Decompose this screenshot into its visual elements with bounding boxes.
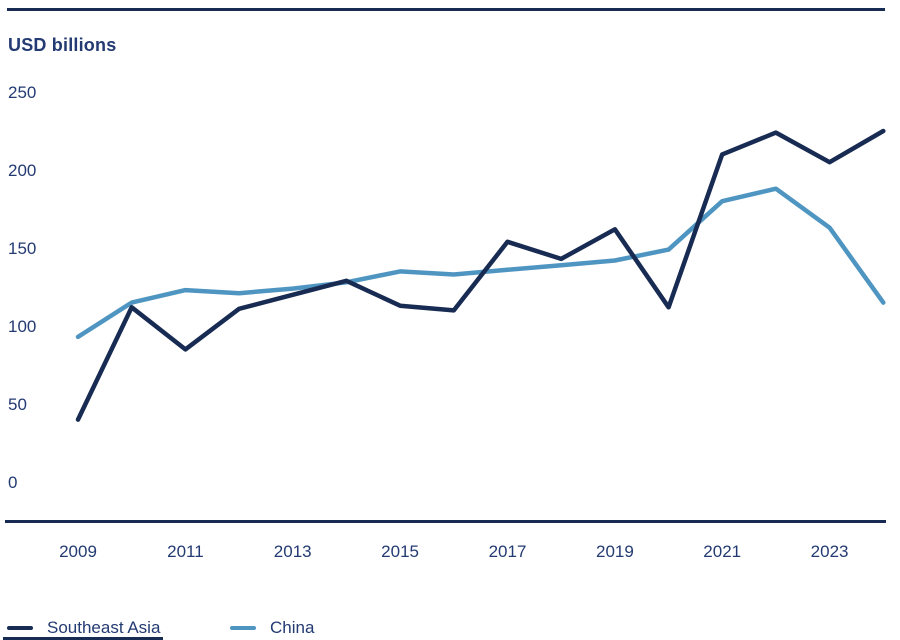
legend-label-southeast-asia: Southeast Asia <box>47 618 161 637</box>
x-axis-tick-label: 2011 <box>167 542 204 561</box>
legend-item-southeast-asia: Southeast Asia <box>7 618 160 638</box>
legend: Southeast Asia China <box>0 618 900 638</box>
bottom-border <box>3 637 163 640</box>
x-axis-tick-label: 2019 <box>596 542 634 561</box>
y-axis-tick-label: 100 <box>8 317 36 336</box>
legend-label-china: China <box>270 618 315 637</box>
chart-title: USD billions <box>8 35 117 55</box>
x-axis-tick-label: 2009 <box>59 542 97 561</box>
y-axis-tick-label: 50 <box>8 395 27 414</box>
x-axis-tick-label: 2017 <box>489 542 527 561</box>
y-axis-tick-label: 250 <box>8 83 36 102</box>
y-axis-tick-label: 150 <box>8 239 36 258</box>
china-swatch <box>230 626 256 630</box>
southeast-asia-line <box>75 128 886 422</box>
legend-item-china: China <box>230 618 314 638</box>
x-axis-tick-label: 2023 <box>811 542 849 561</box>
top-border <box>7 8 885 11</box>
southeast-asia-swatch <box>7 626 33 630</box>
x-axis-tick-label: 2021 <box>703 542 741 561</box>
x-axis-tick-label: 2013 <box>274 542 312 561</box>
y-axis-tick-label: 0 <box>8 473 17 492</box>
x-axis-tick-label: 2015 <box>381 542 419 561</box>
y-axis-tick-label: 200 <box>8 161 36 180</box>
china-line <box>75 186 886 340</box>
